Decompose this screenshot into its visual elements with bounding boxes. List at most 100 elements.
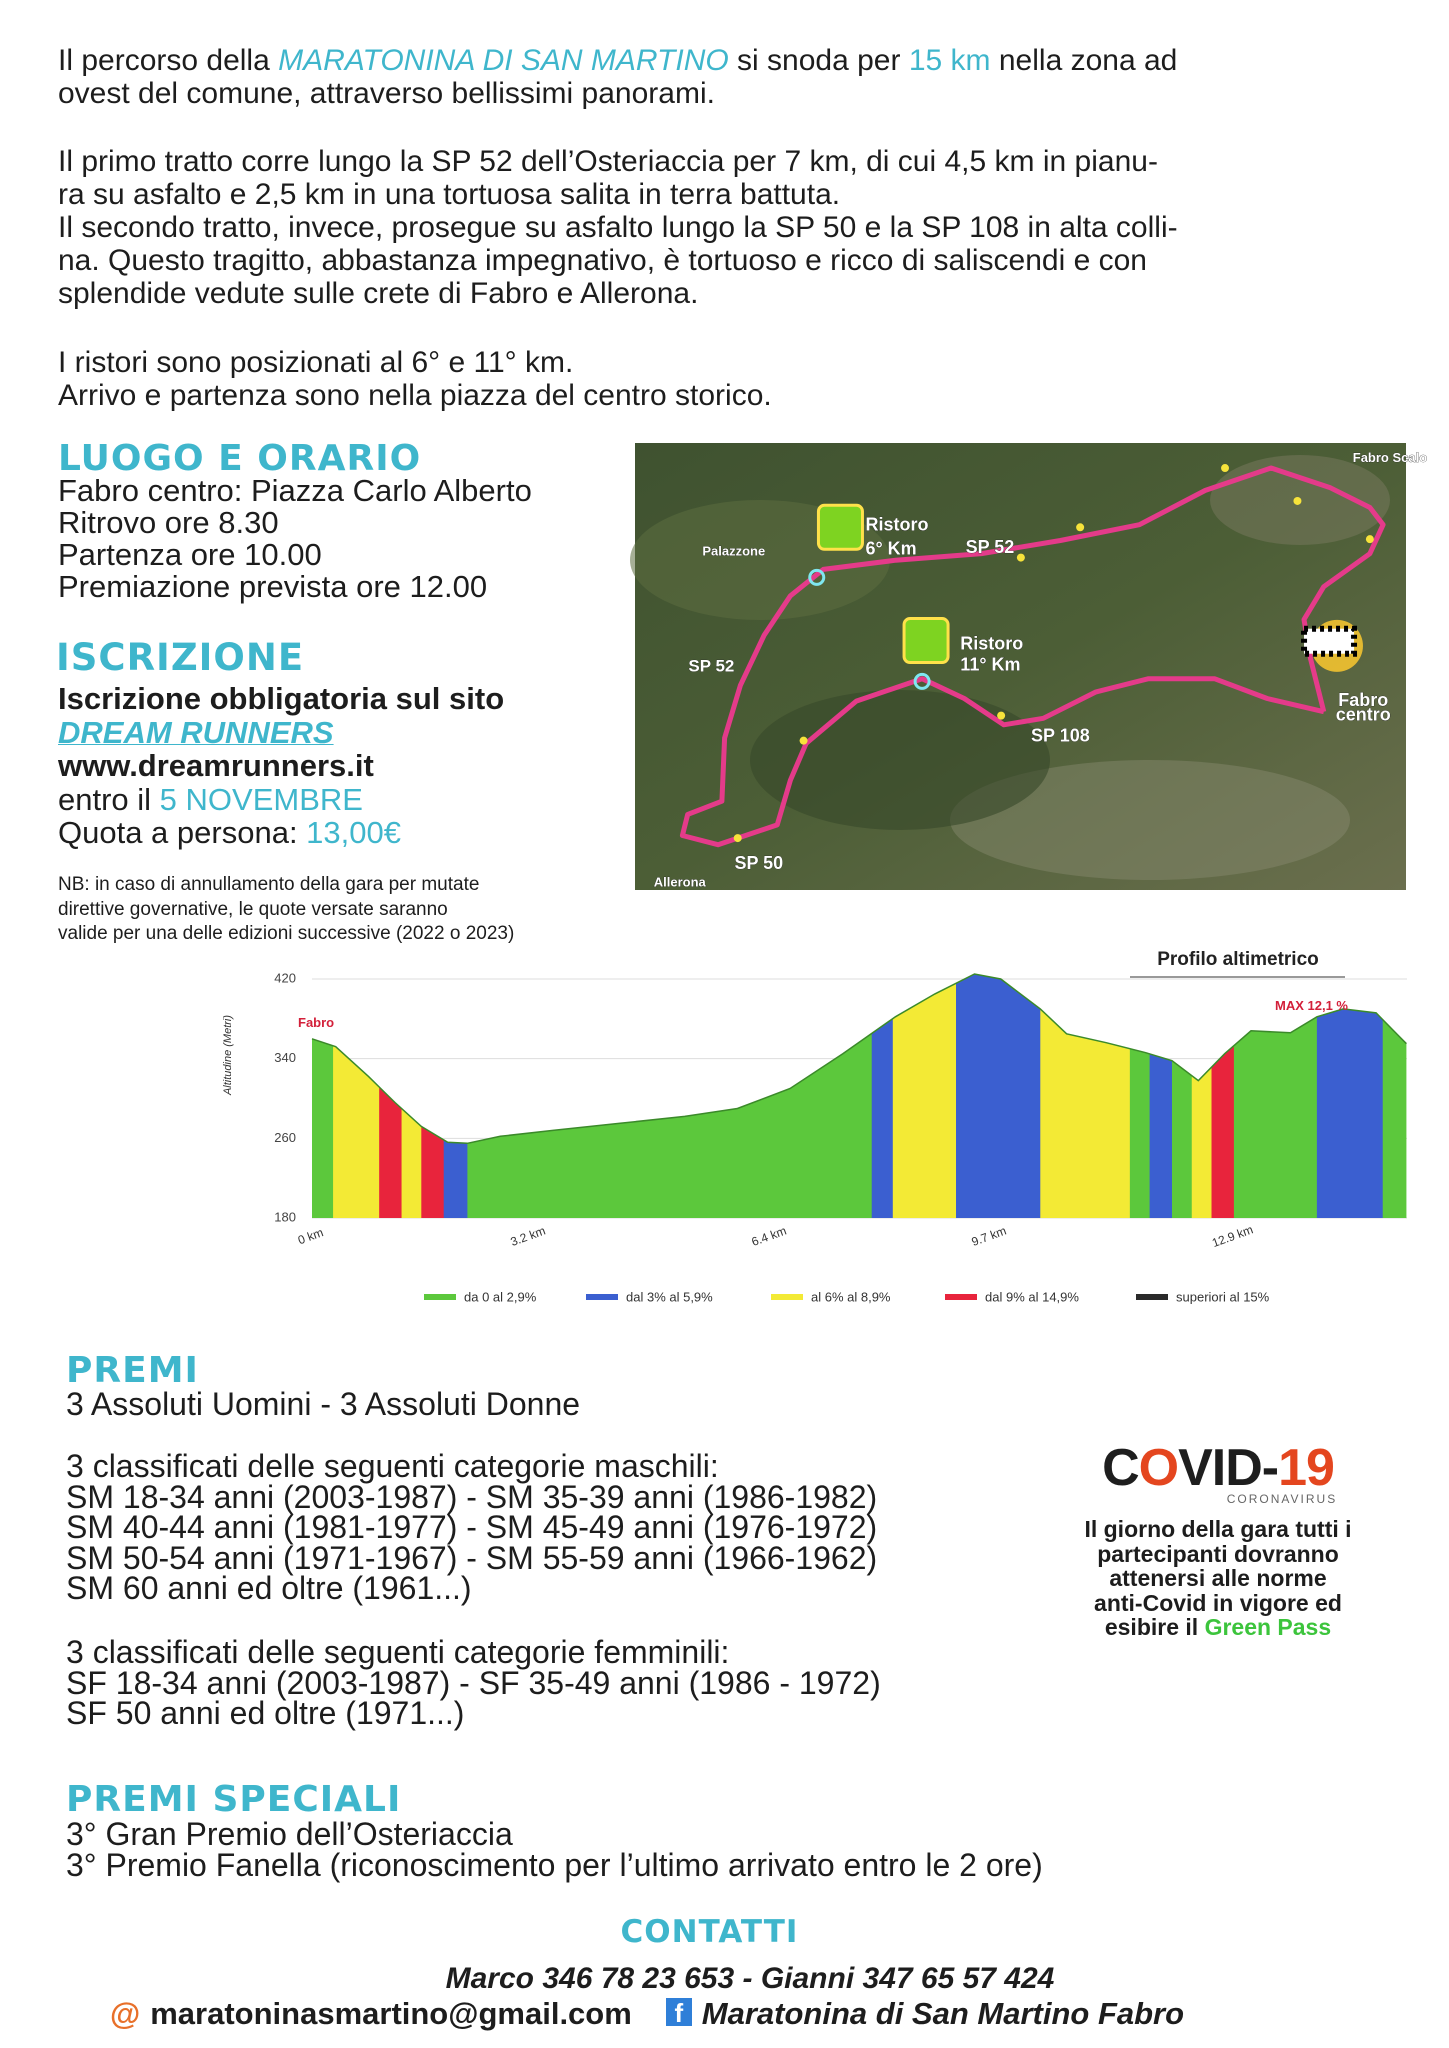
text-segment: Quota a persona: <box>58 815 307 850</box>
text-line: DREAM RUNNERS <box>58 715 504 750</box>
email: maratoninasmartino@gmail.com <box>150 1996 632 2031</box>
gradient-band <box>892 974 957 1218</box>
text-segment: nella zona ad <box>990 44 1178 77</box>
gradient-band <box>1149 974 1173 1218</box>
legend-label: da 0 al 2,9% <box>464 1289 537 1304</box>
text-segment: Il giorno della gara tutti i <box>1084 1516 1352 1542</box>
map-label: Ristoro <box>960 633 1023 653</box>
y-tick-label: 180 <box>274 1209 296 1224</box>
terrain <box>950 760 1350 880</box>
direction-arrow <box>1076 523 1085 532</box>
text-line: 3° Premio Fanella (riconoscimento per l’… <box>66 1847 1043 1883</box>
start-label: Fabro <box>298 1015 334 1030</box>
text-line: SM 50-54 anni (1971-1967) - SM 55-59 ann… <box>66 1539 878 1576</box>
direction-arrow <box>1221 464 1230 473</box>
text-line: Iscrizione obbligatoria sul sito <box>58 682 504 716</box>
gradient-band <box>333 974 380 1218</box>
text-line: Il giorno della gara tutti i <box>1058 1517 1378 1542</box>
map-label: 11° Km <box>960 654 1020 674</box>
venue-lines: Fabro centro: Piazza Carlo Alberto Ritrov… <box>58 475 532 603</box>
text-segment: esibire il <box>1104 1614 1205 1640</box>
direction-arrow <box>1293 496 1302 505</box>
legend-label: al 6% al 8,9% <box>811 1289 891 1304</box>
text-line: partecipanti dovranno <box>1058 1541 1378 1567</box>
covid-logo: COVID-19 <box>1102 1439 1334 1497</box>
text-segment: Green Pass <box>1204 1614 1332 1640</box>
gradient-band <box>1129 974 1151 1218</box>
text-segment: Fabro centro: Piazza Carlo Alberto <box>58 473 532 508</box>
text-line: Il percorso della MARATONINA DI SAN MART… <box>58 44 1177 77</box>
logo-part: 19 <box>1278 1439 1334 1497</box>
route <box>679 465 1386 848</box>
section-title: PREMI <box>66 1350 199 1391</box>
text-line: 3 classificati delle seguenti categorie … <box>66 1634 730 1670</box>
text-segment: 13,00€ <box>306 815 401 850</box>
text-segment: Arrivo e partenza sono nella piazza del … <box>58 379 772 412</box>
logo-part: VID- <box>1178 1439 1278 1497</box>
email-icon: @ <box>110 1996 141 2031</box>
text-line: SM 18-34 anni (2003-1987) - SM 35-39 ann… <box>66 1478 878 1515</box>
text-segment: Partenza ore 10.00 <box>58 537 322 572</box>
text-line: Il primo tratto corre lungo la SP 52 del… <box>58 145 1178 178</box>
gradient-band <box>467 974 873 1218</box>
paragraph: I ristori sono posizionati al 6° e 11° k… <box>58 346 772 412</box>
y-axis-label: Altitudine (Metri) <box>222 1015 234 1096</box>
text-segment: NB: in caso di annullamento della gara p… <box>58 874 480 895</box>
text-line: 3° Gran Premio dell’Osteriaccia <box>66 1816 513 1852</box>
text-line: SF 18-34 anni (2003-1987) - SF 35-49 ann… <box>66 1664 881 1701</box>
text-line: Quota a persona: 13,00€ <box>58 816 504 850</box>
x-tick-label: 3.2 km <box>509 1224 548 1249</box>
note: NB: in caso di annullamento della gara p… <box>58 873 514 947</box>
map-label: Allerona <box>654 874 707 889</box>
gradient-band <box>1191 974 1213 1218</box>
paragraph: Il primo tratto corre lungo la SP 52 del… <box>58 145 1178 310</box>
text-line: SF 50 anni ed oltre (1971...) <box>66 1695 465 1731</box>
text-segment: splendide vedute sulle crete di Fabro e … <box>58 277 699 310</box>
logo-part: O <box>1139 1439 1178 1497</box>
gradient-band <box>379 974 403 1218</box>
text-segment: valide per una delle edizioni successive… <box>58 923 515 944</box>
map-label: Fabro Scalo <box>1353 450 1427 465</box>
text-line: ovest del comune, attraverso bellissimi … <box>58 77 1177 110</box>
profile-line <box>311 973 1407 1145</box>
gradient-band <box>1211 974 1235 1218</box>
x-tick-label: 0 km <box>296 1225 325 1247</box>
gradient-band <box>956 974 1041 1218</box>
facebook-icon: f <box>665 1998 692 2028</box>
text-line: entro il 5 NOVEMBRE <box>58 781 504 817</box>
refreshment-point <box>913 672 931 690</box>
section-title: ISCRIZIONE <box>56 636 305 679</box>
route-map: Fabro Scalo Ristoro 6° Km SP 52 Palazzone SP … <box>630 443 1428 890</box>
direction-arrow <box>997 711 1006 720</box>
direction-arrow <box>1016 553 1025 562</box>
map-label: centro <box>1336 704 1391 724</box>
text-line: SM 40-44 anni (1981-1977) - SM 45-49 ann… <box>66 1509 878 1545</box>
text-line: Arrivo e partenza sono nella piazza del … <box>58 379 772 412</box>
text-segment: direttive governative, le quote versate … <box>58 898 448 920</box>
y-tick-label: 420 <box>274 970 296 985</box>
text-segment: Iscrizione obbligatoria sul sito <box>58 681 505 716</box>
text-line: 3 Assoluti Uomini - 3 Assoluti Donne <box>66 1386 581 1422</box>
text-segment: I ristori sono posizionati al 6° e 11° k… <box>58 346 574 379</box>
legend-label: dal 3% al 5,9% <box>626 1289 713 1304</box>
text-segment: 5 NOVEMBRE <box>159 781 363 817</box>
special-prizes: 3° Gran Premio dell’Osteriaccia 3° Premio… <box>66 1816 1043 1883</box>
legend-swatch <box>586 1294 618 1300</box>
map-label: Ristoro <box>865 515 928 535</box>
text-segment: Il primo tratto corre lungo la SP 52 del… <box>58 145 1158 178</box>
text-line: www.dreamrunners.it <box>58 749 504 783</box>
text-line: esibire il Green Pass <box>1058 1615 1378 1640</box>
x-tick-label: 12.9 km <box>1210 1222 1255 1250</box>
gradient-band <box>1040 974 1131 1218</box>
text-line: Ritrovo ore 8.30 <box>58 507 532 539</box>
section-title: PREMI SPECIALI <box>66 1779 402 1820</box>
refreshment-point <box>808 568 826 586</box>
text-line: na. Questo tragitto, abbastanza impegnat… <box>58 244 1178 277</box>
direction-arrow <box>1365 535 1374 544</box>
gradient-band <box>312 974 334 1218</box>
text-segment: si snoda per <box>728 44 909 77</box>
x-tick-label: 9.7 km <box>970 1224 1009 1249</box>
